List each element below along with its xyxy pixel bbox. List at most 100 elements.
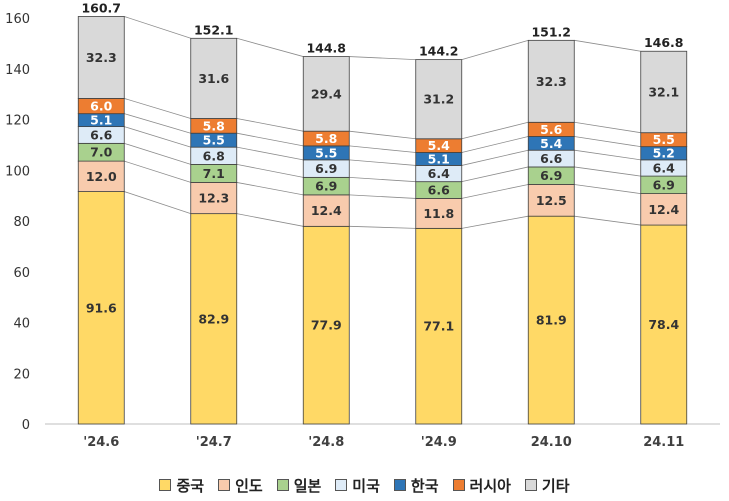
y-tick-label: 100	[5, 164, 30, 179]
bar-segment	[415, 227, 463, 425]
connector-line	[236, 182, 304, 196]
data-label: 6.6	[428, 183, 450, 198]
y-tick-label: 80	[13, 215, 30, 230]
bar-segment	[190, 182, 238, 215]
x-tick-label: '24.9	[421, 435, 457, 450]
connector-line	[236, 164, 304, 178]
legend-swatch	[452, 479, 465, 491]
legend-label: 기타	[541, 476, 570, 495]
stacked-bar-chart: 02040608010012014016091.612.07.06.65.16.…	[5, 0, 720, 450]
data-label: 12.3	[198, 191, 229, 206]
total-label: 160.7	[81, 0, 121, 15]
connector-line	[349, 225, 416, 229]
total-label: 146.8	[644, 35, 684, 50]
connector-line	[124, 16, 191, 39]
connector-line	[461, 215, 529, 229]
y-tick-label: 60	[13, 266, 30, 281]
total-label: 144.2	[419, 44, 459, 59]
data-label: 12.4	[311, 203, 342, 218]
data-label: 5.5	[653, 132, 675, 147]
bar-segment	[302, 194, 350, 227]
data-label: 32.3	[536, 74, 567, 89]
connector-line	[574, 166, 641, 177]
connector-line	[574, 149, 641, 161]
data-label: 5.2	[653, 146, 675, 161]
connector-line	[349, 176, 416, 183]
connector-line	[124, 98, 191, 119]
bar-segment	[77, 191, 125, 425]
legend-swatch	[276, 479, 289, 491]
data-label: 5.4	[428, 138, 450, 153]
y-tick-label: 120	[5, 114, 30, 129]
data-label: 5.8	[203, 118, 225, 133]
y-tick-label: 160	[5, 12, 30, 27]
connector-line	[461, 149, 529, 166]
data-label: 82.9	[198, 311, 229, 326]
connector-line	[236, 118, 304, 132]
x-tick-label: '24.6	[83, 435, 119, 450]
data-label: 6.8	[203, 148, 225, 163]
data-label: 7.1	[203, 166, 225, 181]
data-label: 5.1	[90, 113, 112, 128]
bar-segment	[527, 39, 575, 123]
legend-label: 미국	[352, 476, 380, 495]
bar-segment	[302, 225, 350, 425]
connector-line	[124, 142, 191, 165]
data-label: 7.0	[90, 145, 112, 160]
connector-line	[236, 37, 304, 57]
legend-swatch	[524, 479, 537, 491]
connector-line	[461, 184, 529, 199]
data-label: 6.9	[653, 177, 675, 192]
connector-line	[349, 130, 416, 140]
connector-line	[461, 39, 529, 60]
legend-item: 한국	[393, 475, 439, 496]
data-label: 5.4	[540, 136, 562, 151]
connector-line	[349, 56, 416, 61]
data-label: 6.6	[540, 151, 562, 166]
chart-legend: 중국 인도 일본 미국 한국 러시아 기타	[0, 472, 729, 498]
total-label: 152.1	[194, 22, 234, 37]
x-tick-label: '24.8	[308, 435, 344, 450]
legend-item: 미국	[335, 475, 380, 496]
bar-segment	[640, 50, 688, 134]
connector-line	[574, 136, 641, 148]
connector-line	[124, 126, 191, 148]
data-label: 6.4	[428, 166, 450, 181]
connector-line	[461, 136, 529, 153]
data-label: 78.4	[648, 317, 679, 332]
data-label: 81.9	[536, 313, 567, 328]
data-label: 6.9	[315, 161, 337, 176]
data-label: 32.3	[86, 50, 117, 65]
data-label: 5.5	[203, 133, 225, 148]
legend-item: 일본	[276, 475, 322, 496]
data-label: 6.9	[540, 168, 562, 183]
legend-label: 일본	[293, 476, 322, 495]
y-tick-label: 20	[13, 367, 30, 382]
bar-segment	[302, 56, 350, 132]
bar-segment	[190, 37, 238, 119]
x-tick-label: '24.7	[196, 435, 232, 450]
legend-item: 중국	[159, 475, 204, 496]
data-label: 5.8	[315, 131, 337, 146]
connector-line	[236, 132, 304, 147]
data-label: 12.5	[536, 193, 567, 208]
legend-item: 기타	[524, 475, 570, 496]
data-label: 31.6	[198, 71, 229, 86]
legend-label: 중국	[176, 476, 205, 495]
data-label: 32.1	[648, 84, 679, 99]
data-label: 5.1	[428, 151, 450, 166]
data-label: 5.5	[315, 145, 337, 160]
bar-segment	[640, 224, 688, 425]
connector-line	[349, 194, 416, 199]
legend-swatch	[335, 479, 348, 491]
connector-line	[124, 191, 191, 215]
bar-segment	[77, 160, 125, 192]
data-label: 6.0	[90, 99, 112, 114]
connector-line	[124, 160, 191, 183]
data-label: 91.6	[86, 300, 117, 315]
legend-label: 러시아	[469, 476, 511, 495]
y-tick-label: 0	[22, 418, 30, 433]
legend-swatch	[393, 479, 406, 491]
total-label: 151.2	[531, 24, 571, 39]
connector-line	[236, 213, 304, 227]
